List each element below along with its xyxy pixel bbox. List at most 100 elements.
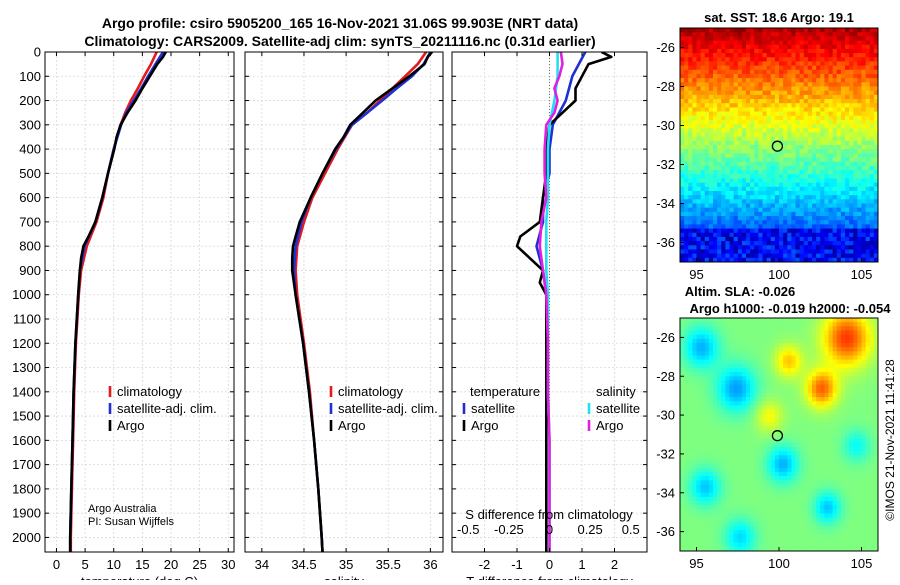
map-cell <box>866 476 871 481</box>
map-cell <box>754 61 759 66</box>
map-cell <box>833 36 838 41</box>
map-cell <box>713 355 718 360</box>
map-cell <box>849 149 854 154</box>
map-cell <box>713 249 718 254</box>
map-cell <box>742 422 747 427</box>
map-cell <box>734 124 739 129</box>
map-cell <box>734 464 739 469</box>
map-cell <box>684 414 689 419</box>
map-cell <box>758 237 763 242</box>
map-cell <box>824 195 829 200</box>
map-cell <box>845 322 850 327</box>
map-cell <box>717 53 722 58</box>
map-cell <box>787 364 792 369</box>
map-cell <box>688 447 693 452</box>
map-cell <box>767 318 772 323</box>
map-cell <box>763 132 768 137</box>
map-cell <box>688 36 693 41</box>
map-cell <box>800 224 805 229</box>
map-cell <box>783 70 788 75</box>
map-cell <box>866 430 871 435</box>
map-cell <box>857 472 862 477</box>
map-cell <box>791 158 796 163</box>
map-cell <box>870 199 875 204</box>
map-cell <box>812 149 817 154</box>
map-cell <box>853 66 858 71</box>
map-cell <box>816 70 821 75</box>
map-cell <box>713 322 718 327</box>
map-cell <box>779 468 784 473</box>
map-cell <box>701 380 706 385</box>
map-cell <box>812 95 817 100</box>
y-tick-label: 300 <box>19 117 41 132</box>
map-cell <box>804 107 809 112</box>
map-cell <box>849 241 854 246</box>
map-cell <box>816 61 821 66</box>
map-cell <box>725 249 730 254</box>
map-cell <box>862 318 867 323</box>
map-cell <box>738 124 743 129</box>
map-cell <box>697 480 702 485</box>
map-cell <box>746 70 751 75</box>
map-cell <box>692 339 697 344</box>
map-cell <box>758 128 763 133</box>
map-cell <box>870 430 875 435</box>
map-cell <box>725 216 730 221</box>
map-cell <box>837 99 842 104</box>
map-cell <box>804 360 809 365</box>
map-cell <box>833 376 838 381</box>
map-cell <box>730 61 735 66</box>
map-cell <box>862 233 867 238</box>
map-cell <box>800 335 805 340</box>
map-cell <box>824 468 829 473</box>
map-cell <box>783 364 788 369</box>
map-cell <box>800 36 805 41</box>
map-cell <box>746 224 751 229</box>
map-cell <box>791 322 796 327</box>
map-cell <box>845 82 850 87</box>
map-cell <box>701 61 706 66</box>
map-cell <box>824 153 829 158</box>
map-cell <box>783 397 788 402</box>
map-cell <box>730 53 735 58</box>
map-cell <box>750 410 755 415</box>
map-cell <box>837 372 842 377</box>
map-cell <box>800 360 805 365</box>
map-cell <box>804 162 809 167</box>
map-cell <box>725 149 730 154</box>
map-cell <box>779 476 784 481</box>
map-cell <box>684 107 689 112</box>
map-cell <box>866 149 871 154</box>
map-cell <box>837 124 842 129</box>
map-cell <box>808 322 813 327</box>
map-cell <box>816 426 821 431</box>
map-cell <box>721 204 726 209</box>
map-cell <box>697 414 702 419</box>
map-cell <box>808 393 813 398</box>
map-cell <box>734 229 739 234</box>
map-cell <box>853 414 858 419</box>
map-cell <box>870 364 875 369</box>
map-cell <box>783 153 788 158</box>
map-cell <box>738 141 743 146</box>
map-cell <box>837 245 842 250</box>
map-cell <box>767 103 772 108</box>
map-cell <box>721 91 726 96</box>
map-cell <box>758 464 763 469</box>
map-cell <box>870 170 875 175</box>
map-cell <box>812 61 817 66</box>
map-cell <box>730 360 735 365</box>
map-cell <box>787 351 792 356</box>
map-cell <box>684 124 689 129</box>
map-cell <box>862 95 867 100</box>
s-tick-label: -0.25 <box>494 522 524 537</box>
map-cell <box>688 216 693 221</box>
map-cell <box>684 422 689 427</box>
map-cell <box>837 451 842 456</box>
map-cell <box>857 368 862 373</box>
map-cell <box>775 447 780 452</box>
map-cell <box>763 82 768 87</box>
map-cell <box>783 468 788 473</box>
map-cell <box>775 380 780 385</box>
map-cell <box>816 132 821 137</box>
